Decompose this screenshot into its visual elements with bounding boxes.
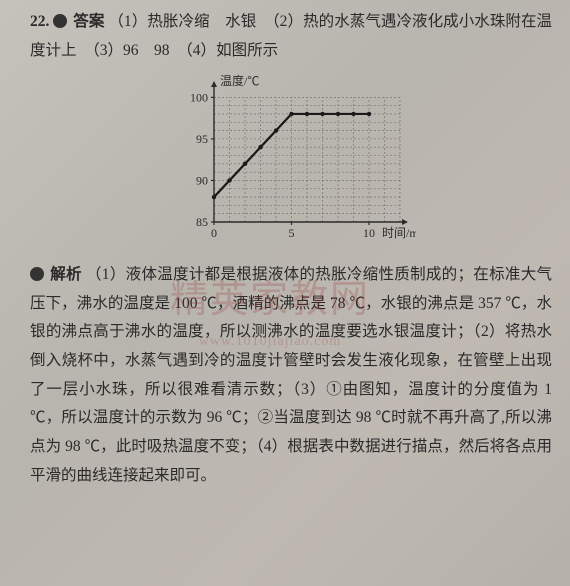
answer-4: 如图所示 — [216, 42, 278, 59]
answer-3a: 96 — [123, 42, 139, 59]
chart-container: 85 90 95 100 0 5 10 温度/℃ 时间/min — [30, 71, 552, 257]
svg-text:100: 100 — [190, 91, 208, 105]
svg-text:90: 90 — [196, 174, 208, 188]
analysis-label: 解析 — [50, 266, 82, 283]
dot-icon — [30, 267, 44, 281]
answer-1b: 水银 — [225, 13, 256, 30]
svg-text:10: 10 — [363, 226, 375, 240]
answer-label: 答案 — [73, 13, 104, 30]
svg-text:温度/℃: 温度/℃ — [220, 73, 259, 88]
temperature-chart: 85 90 95 100 0 5 10 温度/℃ 时间/min — [166, 71, 416, 246]
answer-3b: 98 — [154, 42, 170, 59]
answer-1a: 热胀冷缩 — [147, 13, 209, 30]
analysis-block: 解析 （1）液体温度计都是根据液体的热胀冷缩性质制成的；在标准大气压下，沸水的温… — [30, 261, 552, 490]
answer-2: 热的水蒸气遇冷液化成小水珠附在温度计上 — [30, 13, 552, 59]
analysis-text: （1）液体温度计都是根据液体的热胀冷缩性质制成的；在标准大气压下，沸水的温度是 … — [30, 266, 552, 484]
svg-text:0: 0 — [211, 226, 217, 240]
svg-text:时间/min: 时间/min — [382, 226, 416, 240]
answer-block: 22. 答案 （1）热胀冷缩 水银 （2）热的水蒸气遇冷液化成小水珠附在温度计上… — [30, 8, 552, 65]
question-number: 22. — [30, 13, 49, 30]
dot-icon — [53, 14, 67, 28]
svg-text:85: 85 — [196, 215, 208, 229]
svg-text:5: 5 — [289, 226, 295, 240]
svg-text:95: 95 — [196, 132, 208, 146]
